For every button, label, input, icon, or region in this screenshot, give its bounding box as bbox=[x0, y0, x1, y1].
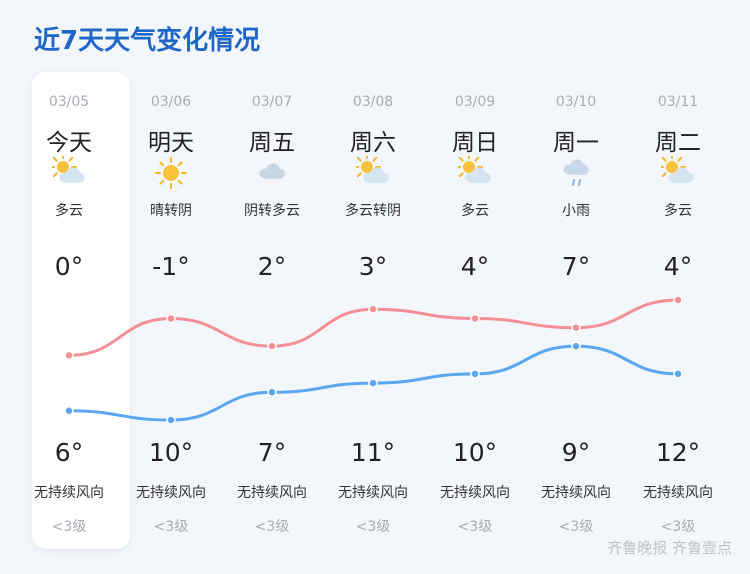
high-temperature: -1° bbox=[152, 252, 190, 281]
temp-point bbox=[166, 415, 176, 425]
weather-condition: 小雨 bbox=[562, 203, 590, 219]
wind-level: <3级 bbox=[355, 519, 391, 535]
wind-level: <3级 bbox=[457, 519, 493, 535]
wind-direction: 无持续风向 bbox=[643, 485, 713, 501]
temp-point bbox=[267, 387, 277, 398]
low-temperature: 10° bbox=[148, 438, 194, 467]
wind-direction: 无持续风向 bbox=[440, 485, 510, 501]
wind-level: <3级 bbox=[660, 519, 696, 535]
today-card bbox=[32, 72, 130, 549]
temp-point bbox=[673, 369, 683, 379]
weather-condition: 多云 bbox=[461, 203, 489, 219]
temp-point bbox=[673, 295, 683, 305]
low-temperature: 9° bbox=[561, 438, 591, 467]
low-temperature: 6° bbox=[54, 438, 84, 467]
high-temperature: 4° bbox=[663, 252, 693, 281]
weather-condition: 阴转多云 bbox=[244, 203, 300, 219]
wind-level: <3级 bbox=[254, 519, 290, 535]
high-temperature: 7° bbox=[561, 252, 591, 281]
day-date: 03/06 bbox=[150, 94, 192, 110]
day-date: 03/11 bbox=[657, 94, 699, 110]
temp-point bbox=[64, 406, 74, 416]
wind-level: <3级 bbox=[558, 519, 594, 535]
high-temperature: 4° bbox=[460, 252, 490, 281]
low-temperature: 10° bbox=[452, 438, 498, 467]
partly-cloudy-icon bbox=[356, 156, 389, 183]
wind-level: <3级 bbox=[51, 519, 87, 535]
day-name: 周一 bbox=[553, 130, 599, 156]
temp-point bbox=[267, 341, 277, 351]
temp-point bbox=[368, 378, 378, 388]
wind-direction: 无持续风向 bbox=[237, 485, 307, 501]
partly-cloudy-icon bbox=[661, 156, 694, 183]
sunny-icon bbox=[155, 157, 187, 189]
high-temperature: 0° bbox=[54, 252, 84, 281]
high-temperature: 2° bbox=[257, 252, 287, 281]
weather-condition: 多云转阴 bbox=[345, 203, 401, 219]
weather-condition: 多云 bbox=[55, 203, 83, 219]
temp-point bbox=[571, 341, 581, 351]
temp-point bbox=[470, 313, 480, 324]
day-name: 周二 bbox=[655, 130, 701, 156]
low-temperature: 7° bbox=[257, 438, 287, 467]
watermark: 齐鲁晚报 齐鲁壹点 bbox=[607, 539, 732, 557]
day-name: 周五 bbox=[249, 130, 295, 156]
temp-point bbox=[166, 313, 176, 324]
temp-point bbox=[64, 350, 74, 361]
light-rain-icon bbox=[563, 159, 589, 186]
day-column: 03/10 周一 小雨 7° 9° 无持续风向 <3级 bbox=[527, 0, 626, 574]
day-name: 周六 bbox=[350, 130, 396, 156]
day-column: 03/08 周六 多云转阴 3° 11° 无持续风向 <3级 bbox=[324, 0, 423, 574]
low-temperature: 12° bbox=[655, 438, 701, 467]
wind-direction: 无持续风向 bbox=[541, 485, 611, 501]
wind-level: <3级 bbox=[153, 519, 189, 535]
day-column: 03/09 周日 多云 4° 10° 无持续风向 <3级 bbox=[426, 0, 525, 574]
partly-cloudy-icon bbox=[458, 156, 491, 183]
high-temperature: 3° bbox=[358, 252, 388, 281]
wind-direction: 无持续风向 bbox=[34, 485, 104, 501]
partly-cloudy-icon bbox=[52, 156, 85, 183]
weather-condition: 多云 bbox=[664, 203, 692, 219]
day-column: 03/11 周二 多云 4° 12° 无持续风向 <3级 bbox=[629, 0, 728, 574]
temp-point bbox=[470, 369, 480, 379]
day-date: 03/10 bbox=[555, 94, 597, 110]
day-name: 明天 bbox=[148, 130, 194, 156]
day-date: 03/08 bbox=[352, 94, 394, 110]
page-title: 近7天天气变化情况 bbox=[34, 26, 261, 56]
day-column: 03/06 明天 晴转阴 -1° 10° 无持续风向 <3级 bbox=[122, 0, 221, 574]
temp-point bbox=[571, 322, 581, 333]
wind-direction: 无持续风向 bbox=[338, 485, 408, 501]
day-date: 03/09 bbox=[454, 94, 496, 110]
wind-direction: 无持续风向 bbox=[136, 485, 206, 501]
day-column: 03/07 周五 阴转多云 2° 7° 无持续风向 <3级 bbox=[223, 0, 322, 574]
day-name: 周日 bbox=[452, 130, 498, 156]
day-date: 03/05 bbox=[48, 94, 90, 110]
day-name: 今天 bbox=[46, 130, 92, 156]
temp-point bbox=[368, 304, 378, 314]
low-temperature: 11° bbox=[350, 438, 396, 467]
cloudy-icon bbox=[259, 163, 285, 179]
day-column: 03/05 今天 多云 0° 6° 无持续风向 <3级 bbox=[20, 0, 119, 574]
weather-condition: 晴转阴 bbox=[150, 203, 192, 219]
day-date: 03/07 bbox=[251, 94, 293, 110]
